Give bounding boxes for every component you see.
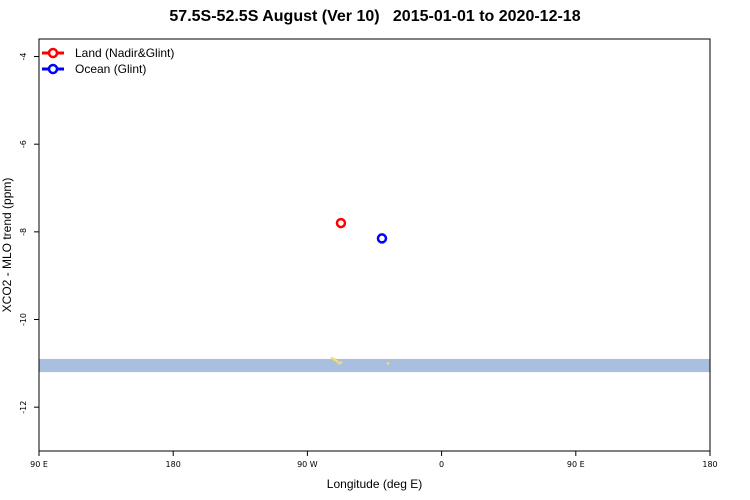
plot-frame bbox=[38, 38, 711, 452]
land-fragment bbox=[330, 356, 334, 360]
x-axis-title: Longitude (deg E) bbox=[327, 477, 422, 491]
y-tick-label: -6 bbox=[19, 140, 28, 148]
land-fragment bbox=[386, 362, 390, 365]
land-point bbox=[335, 217, 347, 229]
legend-item-ocean: Ocean (Glint) bbox=[42, 62, 146, 76]
land-fragment bbox=[332, 357, 336, 361]
y-tick-label: -4 bbox=[19, 53, 28, 61]
map-band-layer bbox=[39, 356, 710, 373]
legend-item-land: Land (Nadir&Glint) bbox=[42, 46, 174, 60]
land-fragment bbox=[339, 361, 343, 364]
legend-marker-land bbox=[47, 47, 59, 59]
land-fragment bbox=[335, 359, 339, 363]
y-axis-title: XCO2 - MLO trend (ppm) bbox=[0, 178, 14, 313]
y-tick-label: -8 bbox=[19, 228, 28, 236]
y-axis: -4 -6 -8 -10 -12 bbox=[19, 53, 39, 414]
land-fragment bbox=[337, 362, 341, 365]
x-tick-label: 180 bbox=[166, 460, 181, 469]
ocean-band bbox=[39, 358, 710, 373]
legend-label-land: Land (Nadir&Glint) bbox=[75, 46, 174, 60]
legend-label-ocean: Ocean (Glint) bbox=[75, 62, 146, 76]
legend-marker-ocean bbox=[47, 63, 59, 75]
legend: Land (Nadir&Glint) Ocean (Glint) bbox=[42, 46, 174, 76]
x-tick-label: 180 bbox=[702, 460, 717, 469]
y-tick-label: -10 bbox=[19, 313, 28, 326]
data-points bbox=[335, 217, 388, 244]
x-tick-label: 0 bbox=[439, 460, 444, 469]
y-tick-label: -12 bbox=[19, 401, 28, 414]
chart-title: 57.5S-52.5S August (Ver 10) 2015-01-01 t… bbox=[169, 8, 581, 25]
x-tick-label: 90 W bbox=[297, 460, 318, 469]
x-tick-label: 90 E bbox=[30, 460, 48, 469]
x-tick-label: 90 E bbox=[567, 460, 585, 469]
x-axis: 90 E 180 90 W 0 90 E 180 bbox=[30, 451, 718, 469]
ocean-point bbox=[376, 233, 388, 244]
